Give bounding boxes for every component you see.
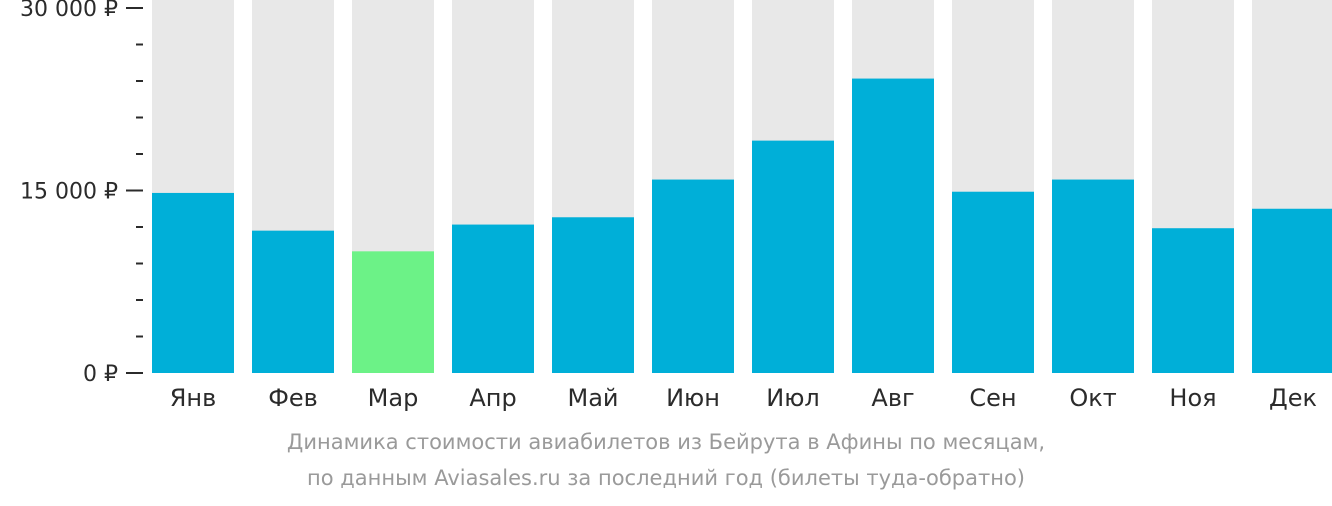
x-tick-label: Окт — [1069, 384, 1116, 412]
y-tick-label: 15 000 ₽ — [20, 180, 118, 205]
x-tick-label: Дек — [1269, 384, 1317, 412]
bar — [652, 179, 734, 373]
x-tick-label: Фев — [268, 384, 318, 412]
chart-caption-line-1: Динамика стоимости авиабилетов из Бейрут… — [286, 430, 1046, 454]
y-axis: 0 ₽ 15 000 ₽ 30 000 ₽ — [20, 0, 143, 387]
x-tick-label: Июл — [766, 384, 820, 412]
x-axis: Янв Фев Мар Апр Май Июн Июл Авг Сен Окт Ноя Дек — [170, 384, 1317, 412]
bar — [1152, 228, 1234, 373]
y-tick-label: 30 000 ₽ — [20, 0, 118, 22]
x-tick-label: Сен — [969, 384, 1016, 412]
x-tick-label: Июн — [666, 384, 720, 412]
y-tick-label: 0 ₽ — [83, 362, 118, 387]
chart-caption-line-2: по данным Aviasales.ru за последний год … — [307, 466, 1025, 490]
x-tick-label: Май — [567, 384, 618, 412]
bar — [252, 230, 334, 373]
bar — [452, 224, 534, 373]
bar — [752, 140, 834, 373]
bar — [152, 192, 234, 373]
x-tick-label: Авг — [871, 384, 914, 412]
bars — [152, 0, 1332, 374]
x-tick-label: Апр — [469, 384, 516, 412]
bar — [1252, 208, 1332, 373]
bar — [552, 217, 634, 373]
x-tick-label: Мар — [368, 384, 419, 412]
bar — [852, 78, 934, 374]
bar-highlight — [352, 251, 434, 373]
x-tick-label: Ноя — [1169, 384, 1216, 412]
bar — [1052, 179, 1134, 373]
bar — [952, 191, 1034, 373]
x-tick-label: Янв — [170, 384, 217, 412]
